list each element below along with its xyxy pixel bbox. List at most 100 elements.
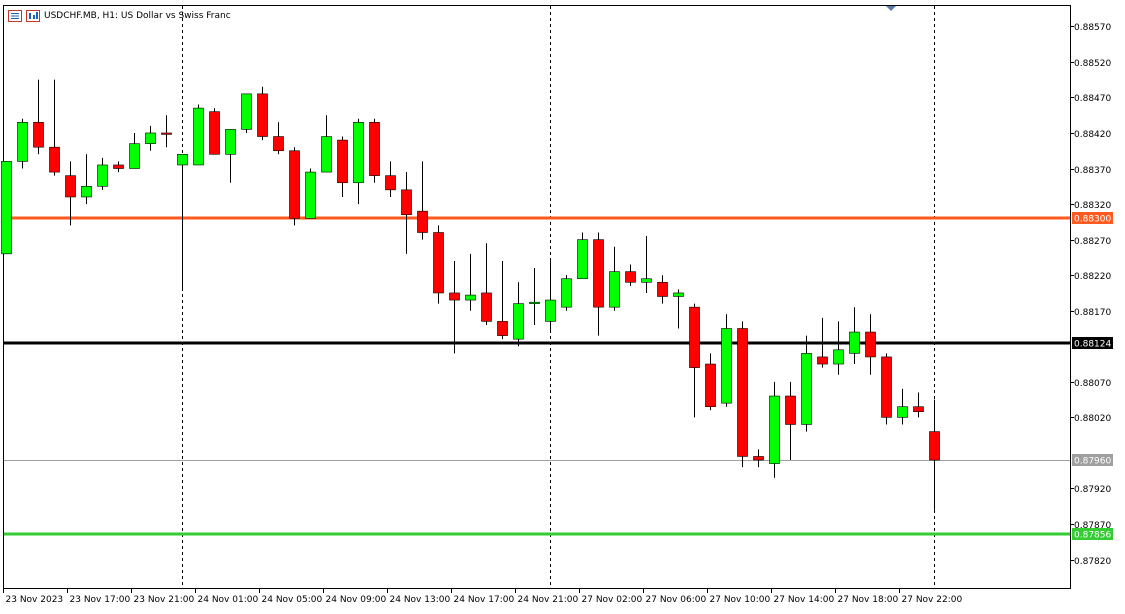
candle[interactable]	[321, 115, 332, 173]
candle-body-bull	[81, 185, 92, 198]
candle[interactable]	[865, 314, 876, 375]
candle[interactable]	[657, 275, 668, 304]
candle[interactable]	[433, 225, 444, 304]
support-price-tag	[1072, 528, 1113, 540]
candle-body-bull	[241, 93, 252, 130]
plot-area	[3, 5, 1071, 589]
candle-body-bull	[833, 349, 844, 365]
candle-body-bull	[801, 353, 812, 425]
candle[interactable]	[849, 307, 860, 365]
candle-body-bull	[353, 122, 364, 184]
candle-body-bull	[721, 328, 732, 404]
candle[interactable]	[369, 118, 380, 183]
candle-body-bear	[881, 356, 892, 418]
candle[interactable]	[273, 122, 284, 155]
candle[interactable]	[257, 86, 268, 141]
x-tick-label: 27 Nov 22:00	[902, 595, 963, 605]
candle[interactable]	[785, 381, 796, 461]
chart-window-icon[interactable]	[26, 10, 40, 22]
candle[interactable]	[481, 243, 492, 325]
candle[interactable]	[33, 79, 44, 155]
candle[interactable]	[881, 353, 892, 425]
candle[interactable]	[897, 388, 908, 425]
candle-body-bull	[769, 395, 780, 464]
candle-body-bear	[785, 395, 796, 425]
candle[interactable]	[113, 161, 124, 173]
candle[interactable]	[529, 268, 540, 325]
candle[interactable]	[305, 168, 316, 219]
candle[interactable]	[177, 154, 188, 290]
candle-body-bull	[545, 299, 556, 322]
candle[interactable]	[1, 161, 12, 255]
candle-body-bear	[417, 210, 428, 233]
candle[interactable]	[833, 321, 844, 375]
candle-body-bear	[689, 306, 700, 368]
candle[interactable]	[929, 399, 940, 510]
candle[interactable]	[737, 321, 748, 468]
y-tick-label: 0.88420	[1074, 130, 1111, 140]
candle[interactable]	[753, 449, 764, 468]
y-tick-label: 0.88020	[1074, 414, 1111, 424]
candle[interactable]	[625, 264, 636, 286]
candle[interactable]	[513, 282, 524, 347]
candle-body-bear	[817, 356, 828, 365]
candle-body-bear	[657, 281, 668, 297]
candle[interactable]	[97, 157, 108, 190]
candle-body-bull	[177, 154, 188, 166]
chart-title-text: USDCHF.MB, H1: US Dollar vs Swiss Franc	[44, 11, 231, 21]
candle[interactable]	[465, 253, 476, 311]
candle[interactable]	[129, 132, 140, 169]
candle[interactable]	[449, 260, 460, 354]
candle-body-bull	[529, 301, 540, 304]
candle[interactable]	[497, 260, 508, 340]
candle[interactable]	[577, 232, 588, 280]
candle[interactable]	[801, 335, 812, 432]
candle[interactable]	[689, 303, 700, 418]
candle[interactable]	[353, 118, 364, 205]
candle[interactable]	[49, 79, 60, 176]
x-tick-label: 24 Nov 13:00	[390, 595, 451, 605]
candle[interactable]	[705, 353, 716, 411]
candle[interactable]	[545, 260, 556, 333]
x-tick-label: 24 Nov 17:00	[454, 595, 515, 605]
candle[interactable]	[673, 289, 684, 329]
candle[interactable]	[561, 275, 572, 311]
candle[interactable]	[17, 118, 28, 169]
candle[interactable]	[721, 314, 732, 407]
candle[interactable]	[241, 93, 252, 133]
candle[interactable]	[817, 317, 828, 368]
candle[interactable]	[401, 172, 412, 254]
y-tick-label: 0.88470	[1074, 94, 1111, 104]
candle[interactable]	[209, 108, 220, 155]
candle[interactable]	[417, 161, 428, 240]
candle[interactable]	[385, 161, 396, 197]
x-tick-label: 27 Nov 10:00	[710, 595, 771, 605]
candle[interactable]	[225, 129, 236, 183]
candle-body-bull	[97, 164, 108, 187]
bid-price-label: 0.87960	[1074, 457, 1111, 467]
candle-body-bear	[33, 122, 44, 148]
candle[interactable]	[193, 104, 204, 166]
candle[interactable]	[641, 236, 652, 293]
y-tick-label: 0.88320	[1074, 201, 1111, 211]
candle-body-bull	[17, 122, 28, 162]
candle-body-bull	[897, 406, 908, 418]
scroll-marker-icon[interactable]	[886, 6, 896, 11]
candle[interactable]	[609, 246, 620, 311]
candle[interactable]	[145, 125, 156, 151]
candle[interactable]	[161, 115, 172, 148]
candle[interactable]	[593, 232, 604, 336]
candle[interactable]	[337, 136, 348, 197]
candle-body-bear	[865, 331, 876, 358]
candle-body-bull	[305, 171, 316, 219]
candle[interactable]	[65, 161, 76, 226]
candle[interactable]	[81, 154, 92, 205]
candle[interactable]	[913, 392, 924, 418]
candle[interactable]	[289, 147, 300, 226]
list-icon[interactable]	[8, 10, 22, 22]
candle-body-bull	[561, 278, 572, 308]
candle-body-bull	[849, 331, 860, 354]
candle[interactable]	[769, 381, 780, 478]
